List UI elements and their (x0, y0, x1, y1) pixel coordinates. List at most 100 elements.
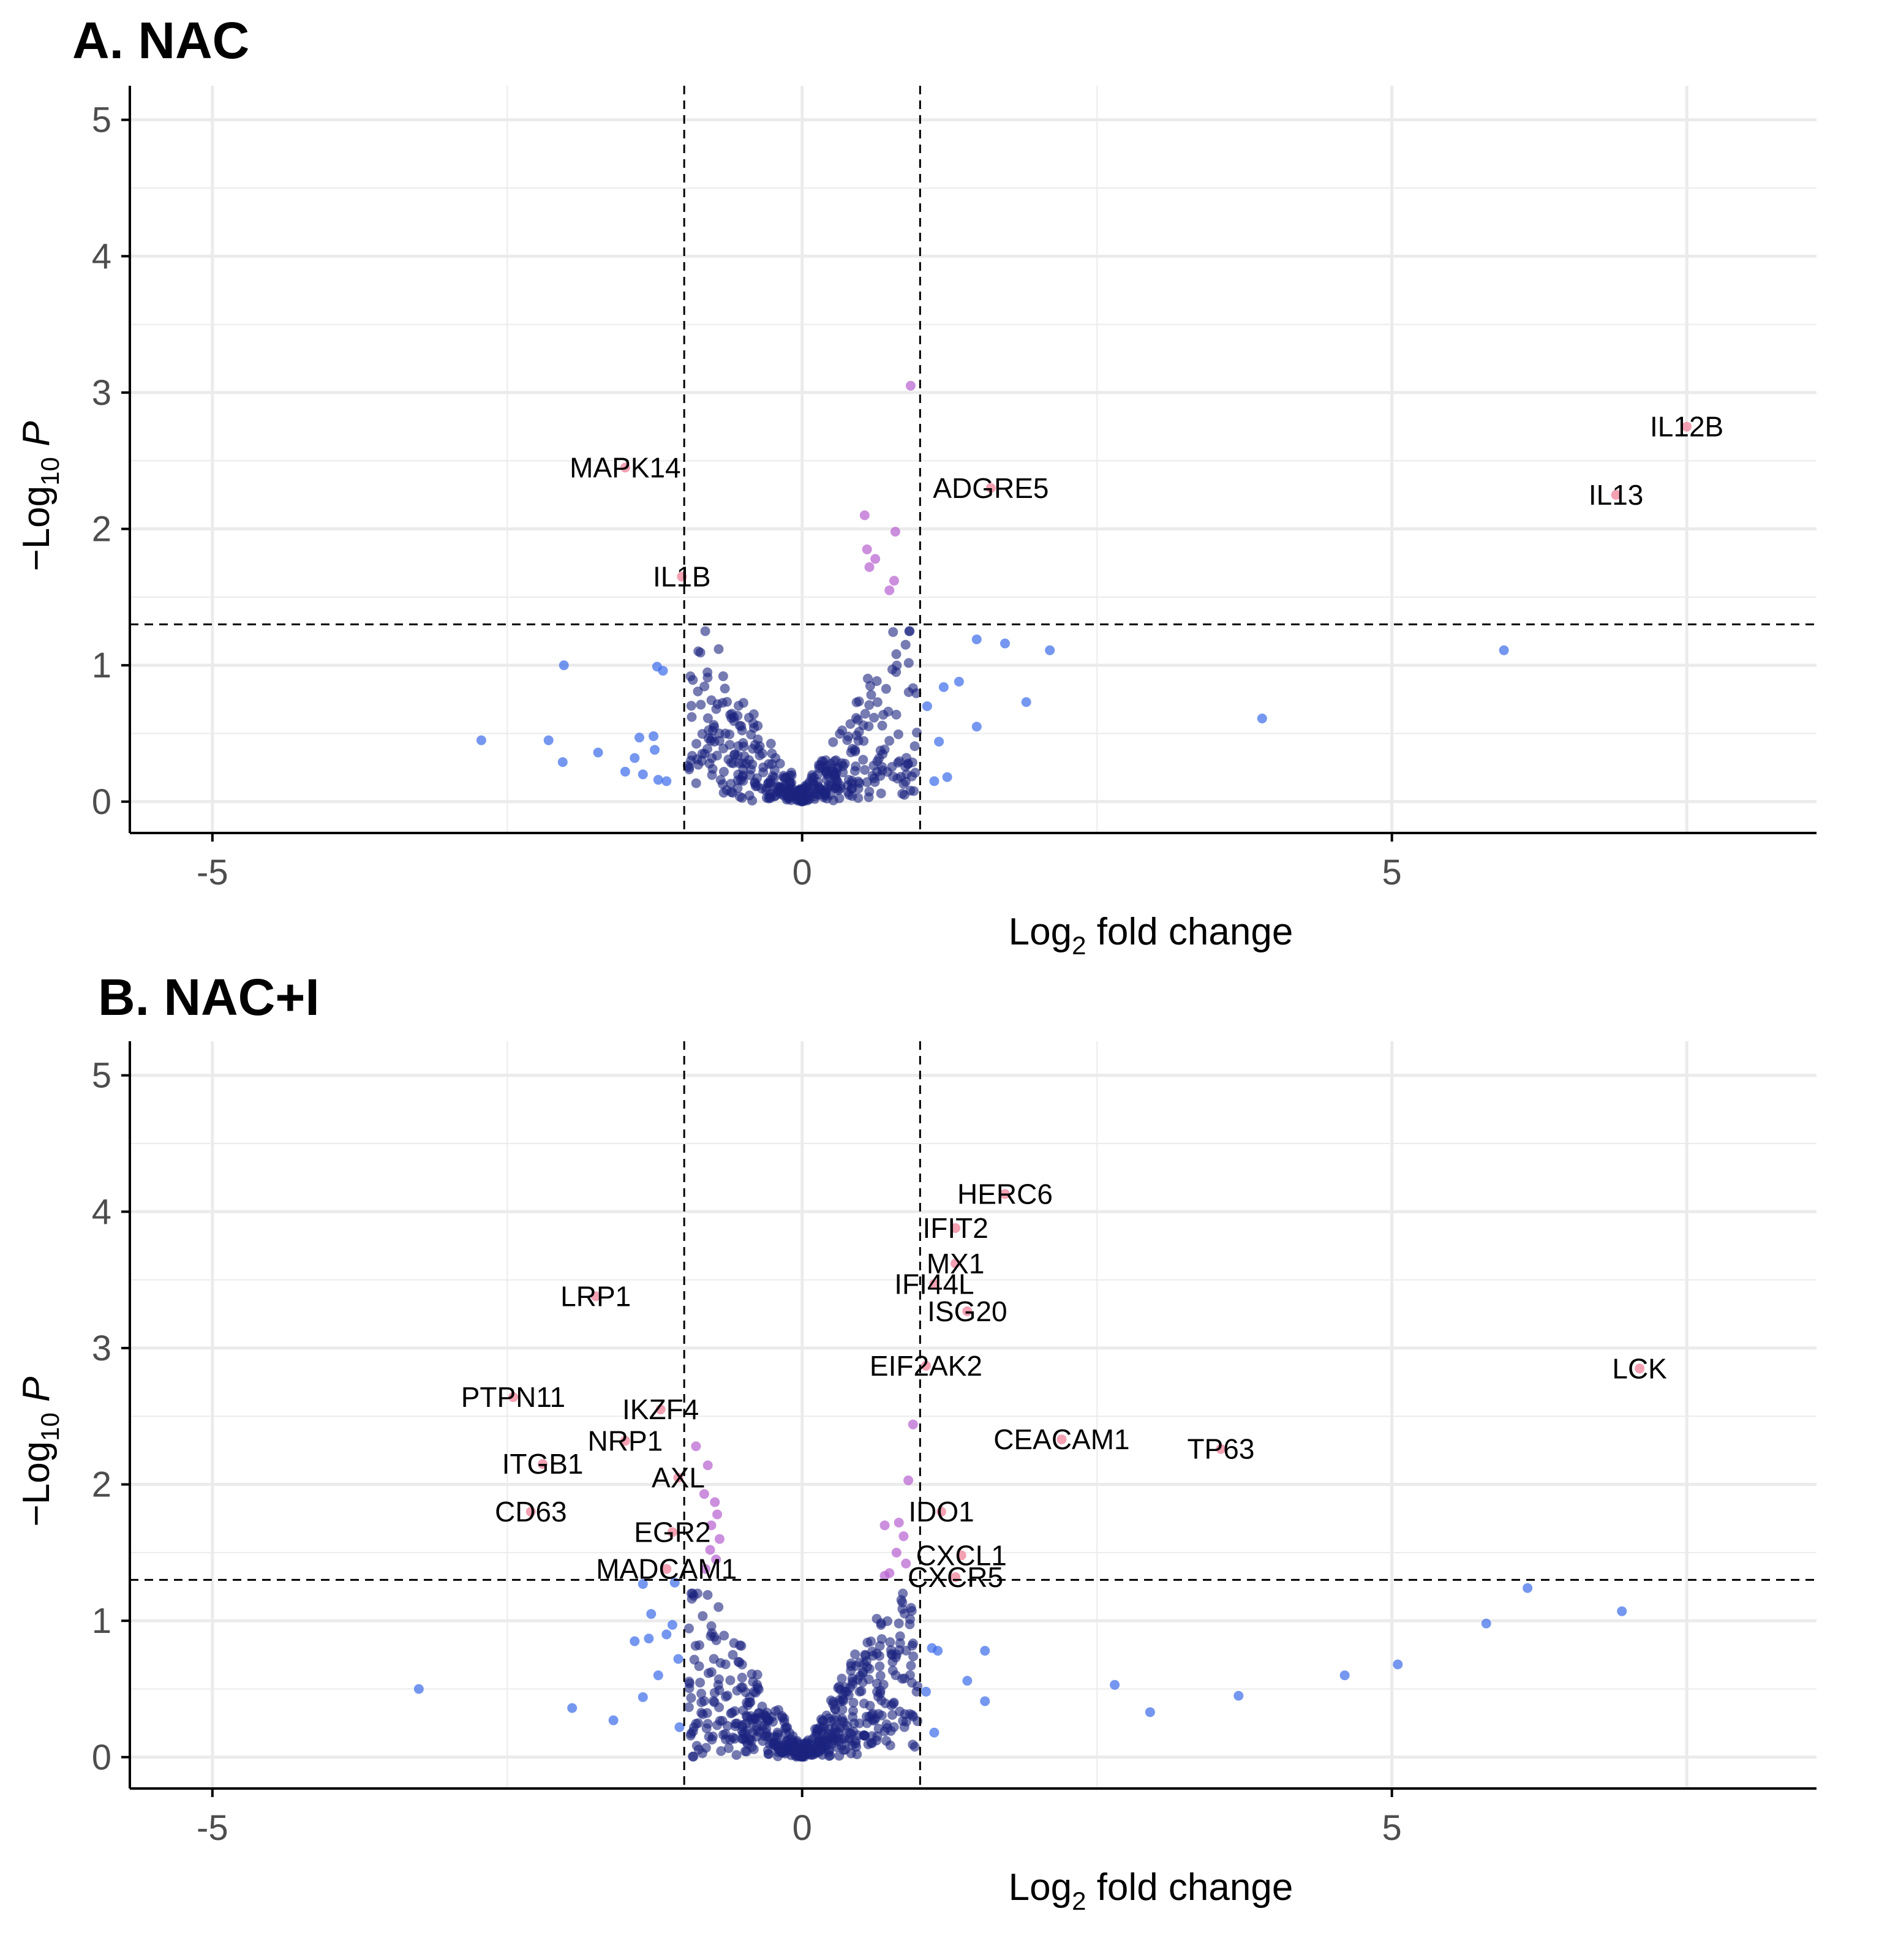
significant-point (929, 1279, 939, 1289)
ns-point (725, 729, 735, 739)
ns-point (713, 1602, 724, 1612)
fc-only-point (661, 1629, 672, 1640)
fc-only-point (1617, 1606, 1627, 1616)
p-only-point (862, 544, 872, 554)
ns-point (887, 1665, 898, 1676)
ns-point (718, 743, 729, 753)
fc-only-point (593, 747, 603, 758)
ns-point (693, 686, 703, 696)
ns-point (878, 710, 889, 720)
gene-label: HERC6 (957, 1178, 1053, 1210)
significant-point (1635, 1363, 1645, 1374)
ns-point (703, 1668, 713, 1678)
fc-only-point (1045, 645, 1055, 655)
ns-point (709, 1696, 719, 1706)
y-tick-label: 2 (92, 510, 111, 549)
ns-point (875, 745, 886, 756)
fc-only-point (667, 1619, 677, 1630)
significant-point (951, 1223, 961, 1233)
significant-point (1216, 1444, 1226, 1454)
ns-point (898, 778, 909, 789)
p-only-point (879, 1570, 890, 1581)
ns-point (843, 731, 854, 742)
ns-point (764, 1739, 775, 1749)
ns-point (720, 1659, 731, 1670)
ns-point (722, 1721, 732, 1731)
ns-point (905, 1619, 915, 1630)
ns-point (908, 1651, 919, 1662)
fc-only-point (638, 1692, 648, 1702)
p-only-point (894, 1517, 904, 1528)
ns-point (834, 1751, 845, 1761)
ns-point (709, 736, 720, 747)
ns-point (702, 667, 713, 677)
ns-point (868, 1651, 878, 1661)
ns-point (847, 1673, 857, 1684)
ns-point (837, 1673, 847, 1684)
ns-point (744, 1734, 755, 1744)
p-only-point (712, 1509, 723, 1520)
panel-title: B. NAC+I (98, 968, 320, 1026)
fc-only-point (557, 757, 568, 767)
ns-point (838, 761, 848, 771)
ns-point (833, 785, 843, 796)
ns-point (908, 1740, 918, 1750)
ns-point (733, 701, 744, 711)
significant-point (667, 1527, 677, 1537)
ns-point (868, 761, 879, 771)
y-axis-title: −Log10 P (15, 1377, 64, 1527)
ns-point (684, 762, 695, 772)
gene-label: TP63 (1187, 1433, 1254, 1465)
ns-point (736, 721, 747, 731)
p-only-point (870, 554, 881, 564)
p-only-point (702, 1460, 713, 1471)
ns-point (757, 1721, 767, 1732)
ns-point (713, 644, 724, 654)
ns-point (850, 1649, 860, 1659)
significant-point (1056, 1434, 1067, 1445)
gene-label: IDO1 (908, 1496, 974, 1528)
ns-point (883, 767, 893, 777)
ns-point (894, 1618, 904, 1629)
gene-label: IL12B (1650, 411, 1723, 443)
ns-point (745, 1697, 756, 1708)
x-tick-label: -5 (197, 1808, 228, 1848)
ns-point (880, 1698, 890, 1708)
fc-only-point (620, 766, 630, 777)
fc-only-point (980, 1646, 990, 1656)
p-only-point (859, 510, 870, 521)
ns-point (905, 1670, 915, 1680)
significant-point (962, 1306, 973, 1316)
ns-point (860, 1649, 870, 1660)
ns-point (837, 725, 848, 736)
ns-point (711, 704, 721, 714)
ns-point (695, 1678, 706, 1688)
ns-point (854, 696, 864, 707)
ns-point (866, 690, 876, 700)
ns-point (831, 1712, 841, 1722)
fc-only-point (653, 775, 663, 785)
fc-only-point (644, 1634, 654, 1644)
ns-point (903, 687, 914, 697)
gene-label: IL13 (1589, 479, 1644, 511)
ns-point (826, 1695, 836, 1706)
p-only-point (879, 1520, 890, 1531)
y-tick-label: 0 (92, 1738, 111, 1777)
ns-point (788, 788, 799, 798)
p-only-point (700, 1564, 710, 1574)
significant-point (525, 1507, 536, 1517)
gene-label: IFI44L (894, 1268, 974, 1300)
fc-only-point (1523, 1583, 1533, 1593)
ns-point (818, 1722, 829, 1732)
ns-point (859, 764, 870, 775)
fc-only-point (630, 1636, 640, 1646)
ns-point (698, 1611, 708, 1621)
p-only-point (890, 526, 900, 537)
y-tick-label: 1 (92, 646, 111, 685)
ns-point (687, 712, 697, 722)
y-tick-label: 5 (92, 100, 111, 140)
ns-point (853, 793, 864, 803)
ns-point (844, 790, 854, 800)
p-only-point (699, 1489, 709, 1499)
ns-point (753, 1683, 763, 1693)
